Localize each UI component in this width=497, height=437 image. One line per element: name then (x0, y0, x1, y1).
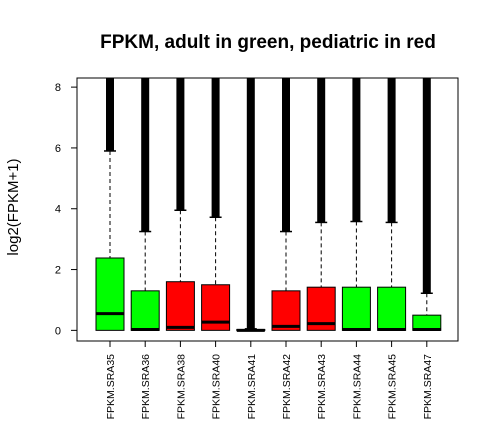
x-category-label: FPKM.SRA43 (316, 354, 328, 420)
x-category-label: FPKM.SRA44 (351, 354, 363, 420)
box (130, 290, 160, 331)
y-tick-label: 2 (55, 265, 61, 277)
x-category-label: FPKM.SRA35 (105, 354, 117, 420)
box (165, 281, 195, 331)
x-category-label: FPKM.SRA47 (422, 354, 434, 420)
y-tick-label: 6 (55, 143, 61, 155)
chart-title: FPKM, adult in green, pediatric in red (100, 32, 436, 53)
x-category-label: FPKM.SRA40 (211, 354, 223, 420)
x-category-label: FPKM.SRA45 (387, 354, 399, 420)
x-category-label: FPKM.SRA42 (281, 354, 293, 420)
plot-area: 0 2 4 6 8 FPKM.SRA35 FPKM.SRA36 FPKM.SRA38 FPKM.… (55, 77, 459, 420)
box (271, 290, 301, 331)
plot-frame (76, 77, 459, 342)
box (341, 286, 371, 331)
x-category-label: FPKM.SRA41 (246, 354, 258, 420)
y-tick-label: 4 (55, 204, 61, 216)
x-category-label: FPKM.SRA38 (175, 354, 187, 420)
x-category-label: FPKM.SRA36 (140, 354, 152, 420)
box (95, 257, 125, 331)
box (377, 286, 407, 331)
y-tick-label: 8 (55, 82, 61, 94)
y-axis-label: log2(FPKM+1) (5, 158, 22, 255)
y-tick-label: 0 (55, 325, 61, 337)
